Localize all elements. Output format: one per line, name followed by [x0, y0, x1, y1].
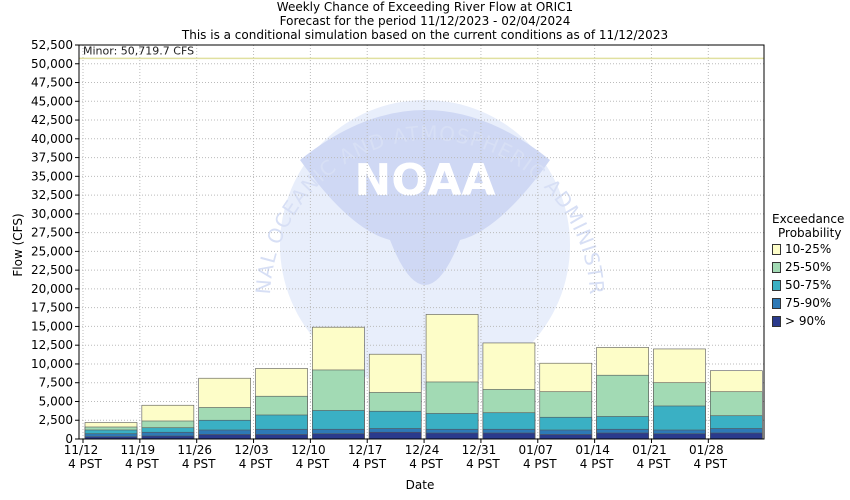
bar-segment-90	[482, 432, 536, 440]
chart-title-line-1: Weekly Chance of Exceeding River Flow at…	[276, 0, 574, 14]
legend-label: 50-75%	[785, 278, 832, 292]
y-tick-label: 37,500	[31, 151, 73, 165]
legend-label: > 90%	[785, 314, 826, 328]
legend-title-line-1: Exceedance	[772, 212, 845, 226]
legend-label: 25-50%	[785, 260, 832, 274]
x-tick-sublabel: 4 PST	[580, 457, 614, 471]
legend-label: 75-90%	[785, 296, 832, 310]
legend-label: 10-25%	[785, 242, 832, 256]
bar-segment-90	[198, 434, 251, 440]
y-tick-label: 32,500	[31, 188, 73, 202]
bar-segment-90	[596, 432, 649, 440]
chart-title-line-2: Forecast for the period 11/12/2023 - 02/…	[279, 14, 571, 28]
y-tick-label: 17,500	[31, 301, 73, 315]
x-tick-label: 11/26	[177, 443, 212, 457]
y-tick-label: 10,000	[31, 357, 73, 371]
y-tick-label: 25,000	[31, 244, 73, 258]
y-tick-label: 50,000	[31, 57, 73, 71]
legend-swatch	[772, 243, 781, 255]
x-tick-label: 01/14	[575, 443, 610, 457]
noaa-center-text: NOAA	[354, 155, 495, 206]
x-tick-sublabel: 4 PST	[182, 457, 216, 471]
x-axis-label: Date	[405, 478, 435, 492]
noaa-bird-shape	[300, 110, 550, 285]
x-tick-label: 11/19	[121, 443, 156, 457]
x-tick-sublabel: 4 PST	[409, 457, 443, 471]
y-tick-label: 45,000	[31, 94, 73, 108]
y-tick-label: 35,000	[31, 169, 73, 183]
y-axis-label: Flow (CFS)	[11, 213, 25, 277]
y-tick-label: 2,500	[39, 413, 73, 427]
x-tick-label: 01/07	[518, 443, 553, 457]
x-tick-sublabel: 4 PST	[693, 457, 727, 471]
x-tick-label: 12/10	[291, 443, 326, 457]
legend-item: > 90%	[772, 312, 850, 330]
legend-title-line-2: Probability	[778, 226, 842, 240]
x-tick-sublabel: 4 PST	[523, 457, 557, 471]
x-tick-label: 01/28	[689, 443, 724, 457]
bar-segment-90	[653, 433, 706, 440]
legend: Exceedance Probability 10-25% 25-50% 50-75…	[772, 212, 850, 330]
y-tick-label: 22,500	[31, 263, 73, 277]
y-axis-ticks: 0 2,500 5,000 7,500 10,000 12,500 15,000 17,500…	[31, 38, 79, 446]
x-tick-label: 12/17	[348, 443, 383, 457]
x-tick-sublabel: 4 PST	[296, 457, 330, 471]
bar-segment-90	[312, 433, 365, 440]
x-tick-sublabel: 4 PST	[637, 457, 671, 471]
bar-segment-90	[710, 432, 763, 440]
y-tick-label: 5,000	[39, 394, 73, 408]
x-tick-sublabel: 4 PST	[352, 457, 386, 471]
legend-swatch	[772, 297, 781, 309]
x-tick-sublabel: 4 PST	[466, 457, 500, 471]
legend-swatch	[772, 261, 781, 273]
x-tick-sublabel: 4 PST	[239, 457, 273, 471]
y-tick-label: 52,500	[31, 38, 73, 52]
minor-flood-threshold-label: Minor: 50,719.7 CFS	[83, 44, 194, 57]
y-tick-label: 7,500	[39, 376, 73, 390]
bar-segment-90	[368, 431, 422, 440]
bar-segment-90	[255, 434, 308, 440]
y-tick-label: 0	[65, 432, 73, 446]
x-tick-label: 12/24	[405, 443, 440, 457]
chart-axes	[78, 44, 765, 440]
x-tick-sublabel: 4 PST	[125, 457, 159, 471]
legend-item: 75-90%	[772, 294, 850, 312]
x-tick-label: 11/12	[64, 443, 99, 457]
y-tick-label: 15,000	[31, 319, 73, 333]
legend-item: 25-50%	[772, 258, 850, 276]
plot-frame	[78, 44, 765, 440]
y-tick-label: 42,500	[31, 113, 73, 127]
y-tick-label: 30,000	[31, 207, 73, 221]
x-tick-label: 01/21	[632, 443, 667, 457]
y-tick-label: 27,500	[31, 226, 73, 240]
legend-item: 10-25%	[772, 240, 850, 258]
y-tick-label: 12,500	[31, 338, 73, 352]
legend-swatch	[772, 315, 781, 327]
bar-segment-90	[425, 432, 479, 440]
y-tick-label: 20,000	[31, 282, 73, 296]
x-tick-sublabel: 4 PST	[68, 457, 102, 471]
x-tick-label: 12/31	[462, 443, 497, 457]
legend-items: 10-25% 25-50% 50-75% 75-90% > 90%	[772, 240, 850, 330]
legend-item: 50-75%	[772, 276, 850, 294]
y-tick-label: 40,000	[31, 132, 73, 146]
x-tick-label: 12/03	[234, 443, 269, 457]
legend-swatch	[772, 279, 781, 291]
y-tick-label: 47,500	[31, 76, 73, 90]
chart-title-line-3: This is a conditional simulation based o…	[181, 28, 669, 42]
chart-bars	[84, 314, 763, 440]
bar-segment-90	[539, 434, 593, 440]
threshold-layer: Minor: 50,719.7 CFS	[79, 44, 764, 60]
